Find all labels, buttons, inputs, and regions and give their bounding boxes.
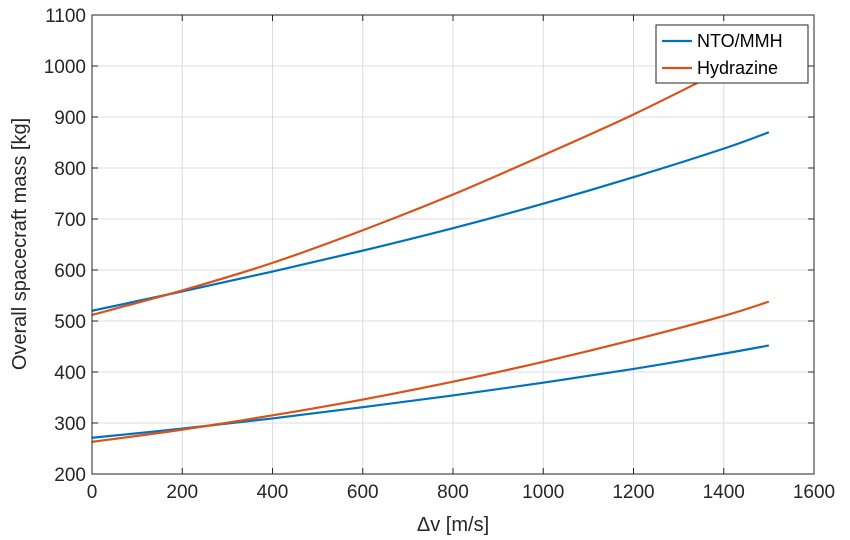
- x-tick-label: 200: [166, 482, 198, 503]
- x-tick-label: 1600: [793, 482, 835, 503]
- y-tick-label: 600: [54, 261, 86, 282]
- x-axis-label: Δv [m/s]: [417, 514, 489, 536]
- legend-box: [655, 24, 809, 84]
- y-tick-label: 700: [54, 210, 86, 231]
- y-tick-label: 900: [54, 108, 86, 129]
- x-tick-label: 400: [257, 482, 289, 503]
- series-line-nto-mmh-0: [92, 131, 770, 312]
- y-tick-label: 300: [54, 414, 86, 435]
- y-tick-label: 200: [54, 465, 86, 486]
- x-tick-label: 1000: [522, 482, 564, 503]
- x-tick-label: 1200: [612, 482, 654, 503]
- y-tick-label: 400: [54, 363, 86, 384]
- ticks: [91, 14, 815, 475]
- x-tick-label: 600: [347, 482, 379, 503]
- legend-label-hydrazine: Hydrazine: [697, 58, 778, 78]
- y-tick-label: 1100: [45, 6, 86, 27]
- y-axis-label: Overall spacecraft mass [kg]: [9, 118, 31, 370]
- y-tick-label: 1000: [44, 57, 86, 78]
- y-tick-labels: 200 300 400 500 600 700 800 900 1000 1100: [44, 6, 86, 486]
- legend: NTO/MMH Hydrazine: [655, 24, 809, 84]
- x-tick-label: 1400: [703, 482, 745, 503]
- x-tick-label: 800: [437, 482, 469, 503]
- legend-label-nto-mmh: NTO/MMH: [697, 31, 783, 51]
- series-layer: [92, 44, 770, 443]
- series-line-hydrazine-1: [92, 44, 770, 316]
- x-tick-label: 0: [87, 482, 98, 503]
- y-tick-label: 800: [54, 159, 86, 180]
- series-line-hydrazine-3: [92, 300, 770, 443]
- y-tick-label: 500: [54, 312, 86, 333]
- x-tick-labels: 0 200 400 600 800 1000 1200 1400 1600: [87, 482, 835, 503]
